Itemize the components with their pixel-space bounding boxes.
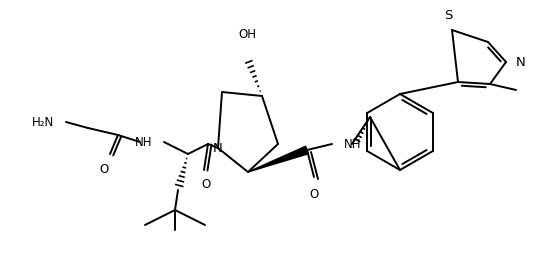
Text: O: O bbox=[99, 163, 109, 176]
Text: NH: NH bbox=[134, 135, 152, 149]
Text: O: O bbox=[309, 188, 319, 201]
Text: N: N bbox=[213, 141, 223, 155]
Text: H₂N: H₂N bbox=[32, 116, 54, 128]
Text: NH: NH bbox=[344, 138, 361, 150]
Text: O: O bbox=[202, 178, 211, 191]
Text: S: S bbox=[444, 9, 452, 22]
Text: OH: OH bbox=[238, 28, 256, 41]
Polygon shape bbox=[248, 146, 309, 172]
Text: N: N bbox=[516, 56, 526, 68]
